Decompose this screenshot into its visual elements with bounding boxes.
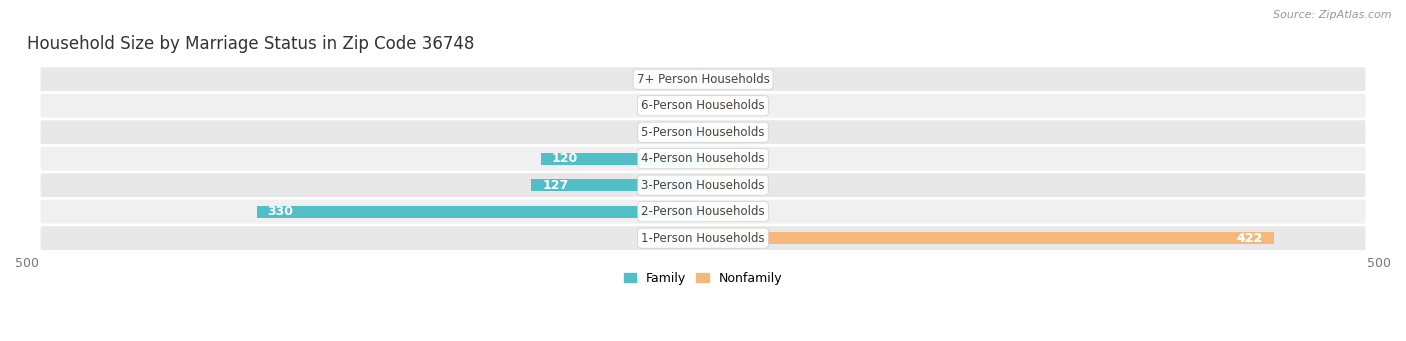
FancyBboxPatch shape xyxy=(41,67,1365,91)
Bar xyxy=(695,73,703,85)
FancyBboxPatch shape xyxy=(41,173,1365,197)
Text: 4-Person Households: 4-Person Households xyxy=(641,152,765,165)
Bar xyxy=(703,179,744,191)
Text: 0: 0 xyxy=(751,152,758,165)
Bar xyxy=(703,100,744,112)
Text: 11: 11 xyxy=(665,126,682,139)
Text: 422: 422 xyxy=(1236,232,1263,244)
Bar xyxy=(703,206,744,218)
Text: 6-Person Households: 6-Person Households xyxy=(641,99,765,112)
Bar xyxy=(703,126,744,138)
Text: 0: 0 xyxy=(751,73,758,86)
Bar xyxy=(703,73,744,85)
Bar xyxy=(541,153,703,165)
FancyBboxPatch shape xyxy=(41,120,1365,144)
Text: 1-Person Households: 1-Person Households xyxy=(641,232,765,244)
FancyBboxPatch shape xyxy=(41,147,1365,170)
FancyBboxPatch shape xyxy=(41,94,1365,118)
Text: 6: 6 xyxy=(681,73,688,86)
Bar xyxy=(703,232,1274,244)
Text: Source: ZipAtlas.com: Source: ZipAtlas.com xyxy=(1274,10,1392,20)
Text: 0: 0 xyxy=(751,179,758,192)
Text: 7+ Person Households: 7+ Person Households xyxy=(637,73,769,86)
Bar xyxy=(688,126,703,138)
Text: 3-Person Households: 3-Person Households xyxy=(641,179,765,192)
Text: 120: 120 xyxy=(551,152,578,165)
Text: 2-Person Households: 2-Person Households xyxy=(641,205,765,218)
Legend: Family, Nonfamily: Family, Nonfamily xyxy=(619,267,787,290)
Text: 0: 0 xyxy=(751,99,758,112)
Bar xyxy=(697,100,703,112)
Text: 0: 0 xyxy=(751,205,758,218)
Bar xyxy=(531,179,703,191)
Bar xyxy=(703,153,744,165)
Text: Household Size by Marriage Status in Zip Code 36748: Household Size by Marriage Status in Zip… xyxy=(27,35,474,54)
Text: 422: 422 xyxy=(1236,232,1263,244)
Text: 0: 0 xyxy=(751,126,758,139)
Text: 330: 330 xyxy=(267,205,294,218)
Text: 127: 127 xyxy=(543,179,568,192)
FancyBboxPatch shape xyxy=(41,200,1365,224)
Text: 4: 4 xyxy=(683,99,690,112)
FancyBboxPatch shape xyxy=(41,226,1365,250)
Bar xyxy=(257,206,703,218)
Text: 5-Person Households: 5-Person Households xyxy=(641,126,765,139)
